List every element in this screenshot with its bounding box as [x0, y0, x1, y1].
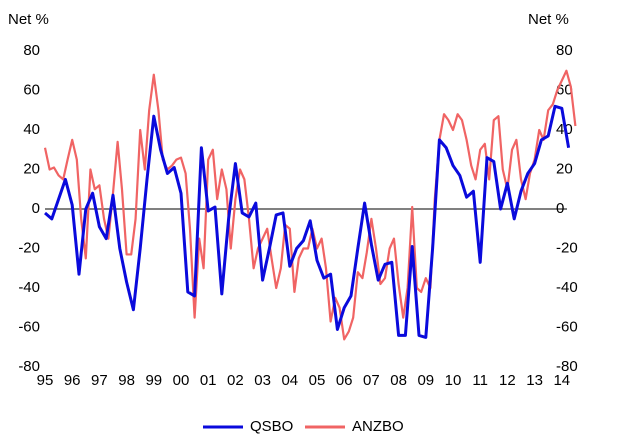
y2-tick-label: -20: [556, 239, 578, 256]
x-tick-label: 03: [254, 372, 271, 389]
y-tick-label: 0: [32, 200, 40, 217]
x-tick-label: 05: [309, 372, 326, 389]
x-tick-label: 11: [472, 372, 488, 389]
y-tick-label: -40: [18, 279, 40, 296]
legend-label: ANZBO: [352, 418, 404, 435]
x-tick-label: 01: [200, 372, 217, 389]
x-tick-label: 00: [173, 372, 190, 389]
y-tick-label: 20: [23, 160, 40, 177]
x-tick-label: 07: [363, 372, 380, 389]
x-tick-label: 04: [281, 372, 298, 389]
x-tick-label: 12: [499, 372, 516, 389]
x-tick-label: 10: [445, 372, 462, 389]
y2-tick-label: -80: [556, 358, 578, 375]
y2-tick-label: -60: [556, 318, 578, 335]
y-tick-label: -20: [18, 239, 40, 256]
x-tick-label: 14: [553, 372, 570, 389]
x-tick-label: 13: [526, 372, 543, 389]
y2-tick-label: 0: [556, 200, 564, 217]
y2-tick-label: 80: [556, 42, 573, 59]
y2-tick-label: 20: [556, 160, 573, 177]
y-axis-title: Net %: [8, 11, 49, 28]
x-tick-label: 97: [91, 372, 108, 389]
x-tick-label: 98: [118, 372, 135, 389]
y-tick-label: 80: [23, 42, 40, 59]
y-tick-label: -60: [18, 318, 40, 335]
x-tick-label: 08: [390, 372, 407, 389]
series-line: [44, 104, 571, 339]
y2-axis-title: Net %: [528, 11, 569, 28]
series-line: [43, 69, 577, 341]
legend-label: QSBO: [250, 418, 293, 435]
y-tick-label: 40: [23, 121, 40, 138]
x-tick-label: 96: [64, 372, 81, 389]
x-tick-label: 95: [37, 372, 54, 389]
y2-tick-label: -40: [556, 279, 578, 296]
x-tick-label: 02: [227, 372, 244, 389]
y-tick-label: -80: [18, 358, 40, 375]
x-tick-label: 09: [417, 372, 434, 389]
x-tick-label: 99: [145, 372, 162, 389]
y-tick-label: 60: [23, 81, 40, 98]
x-tick-label: 06: [336, 372, 353, 389]
